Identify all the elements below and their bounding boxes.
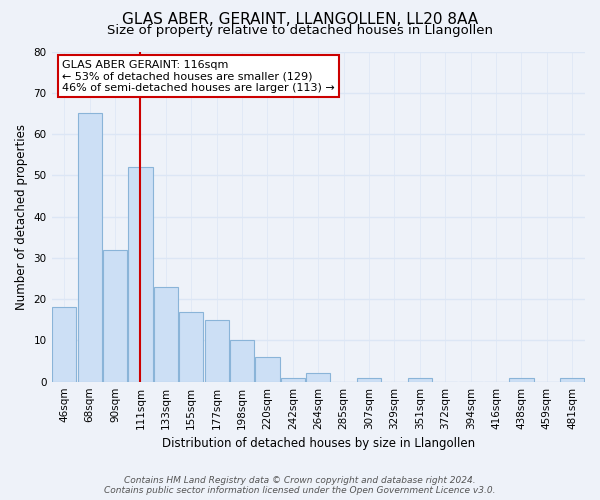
Text: Contains HM Land Registry data © Crown copyright and database right 2024.
Contai: Contains HM Land Registry data © Crown c… <box>104 476 496 495</box>
Y-axis label: Number of detached properties: Number of detached properties <box>15 124 28 310</box>
Bar <box>77 114 102 382</box>
Bar <box>205 320 229 382</box>
Bar <box>408 378 432 382</box>
Text: GLAS ABER, GERAINT, LLANGOLLEN, LL20 8AA: GLAS ABER, GERAINT, LLANGOLLEN, LL20 8AA <box>122 12 478 28</box>
Text: Size of property relative to detached houses in Llangollen: Size of property relative to detached ho… <box>107 24 493 37</box>
Bar <box>560 378 584 382</box>
X-axis label: Distribution of detached houses by size in Llangollen: Distribution of detached houses by size … <box>162 437 475 450</box>
Bar <box>179 312 203 382</box>
Bar <box>103 250 127 382</box>
Bar <box>52 308 76 382</box>
Bar <box>256 357 280 382</box>
Bar <box>154 287 178 382</box>
Bar <box>306 374 331 382</box>
Bar <box>128 167 152 382</box>
Bar <box>230 340 254 382</box>
Text: GLAS ABER GERAINT: 116sqm
← 53% of detached houses are smaller (129)
46% of semi: GLAS ABER GERAINT: 116sqm ← 53% of detac… <box>62 60 335 93</box>
Bar <box>509 378 533 382</box>
Bar <box>281 378 305 382</box>
Bar <box>357 378 381 382</box>
